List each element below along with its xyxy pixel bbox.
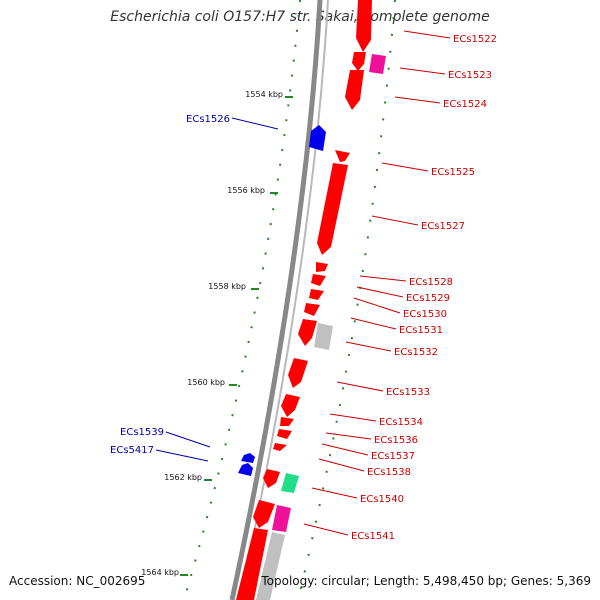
reverse-leaders: [155, 117, 279, 462]
cds-arrow: [241, 453, 255, 463]
gene-label: ECs1532: [394, 347, 438, 358]
gene-label: ECs1525: [431, 167, 475, 178]
cds-arrow: [263, 469, 280, 488]
cds-arrow: [311, 274, 326, 286]
reverse-cds-track: [238, 125, 326, 476]
scale-label: 1556 kbp: [227, 186, 265, 195]
gene-label: ECs1531: [399, 325, 443, 336]
gene-label: ECs1537: [371, 451, 415, 462]
gene-label: ECs1529: [406, 293, 450, 304]
forward-cds-track: [236, 0, 372, 600]
gene-label: ECs1540: [360, 494, 404, 505]
gene-label: ECs5417: [110, 445, 154, 456]
scale-label: 1562 kbp: [164, 473, 202, 482]
scale-label: 1560 kbp: [187, 378, 225, 387]
cds-arrow: [280, 417, 294, 426]
gene-label: ECs1523: [448, 70, 492, 81]
gene-label: ECs1526: [186, 114, 230, 125]
cds-arrow: [253, 500, 275, 528]
gene-label: ECs1533: [386, 387, 430, 398]
cds-arrow: [281, 394, 300, 417]
pink-feature: [272, 505, 291, 532]
accession-text: Accession: NC_002695: [9, 574, 146, 588]
scale-ticks: [180, 96, 293, 576]
gene-label: ECs1522: [453, 34, 497, 45]
grey-feature: [314, 323, 333, 350]
grey-feature: [256, 532, 285, 600]
gene-label: ECs1541: [351, 531, 395, 542]
gene-label: ECs1538: [367, 467, 411, 478]
cds-arrow: [345, 70, 364, 110]
gene-label: ECs1528: [409, 277, 453, 288]
gene-label: ECs1536: [374, 435, 418, 446]
forward-leaders: [303, 30, 451, 536]
gene-label: ECs1539: [120, 427, 164, 438]
cds-arrow: [298, 319, 317, 346]
scale-label: 1554 kbp: [245, 90, 283, 99]
cds-arrow: [352, 52, 366, 71]
cds-arrow: [304, 303, 320, 316]
gene-label: ECs1524: [443, 99, 487, 110]
genome-summary: Topology: circular; Length: 5,498,450 bp…: [261, 574, 591, 588]
cds-arrow: [238, 463, 253, 476]
cds-arrow: [288, 358, 308, 388]
green-feature: [281, 473, 299, 493]
cds-arrow: [316, 262, 328, 272]
cds-arrow: [335, 150, 350, 162]
gene-label: ECs1530: [403, 309, 447, 320]
cds-arrow: [277, 429, 292, 439]
gene-label: ECs1527: [421, 221, 465, 232]
cds-arrow: [309, 125, 326, 151]
cds-arrow: [317, 163, 348, 255]
backbone-outer: [229, 0, 323, 600]
cds-arrow: [309, 289, 324, 300]
map-title: Escherichia coli O157:H7 str. Sakai, com…: [110, 9, 490, 25]
scale-label: 1564 kbp: [141, 568, 179, 577]
cds-arrow: [236, 528, 268, 600]
pink-feature: [369, 54, 386, 74]
cds-arrow: [273, 443, 287, 451]
cds-arrow: [356, 0, 372, 52]
scale-label: 1558 kbp: [208, 282, 246, 291]
gene-label: ECs1534: [379, 417, 423, 428]
